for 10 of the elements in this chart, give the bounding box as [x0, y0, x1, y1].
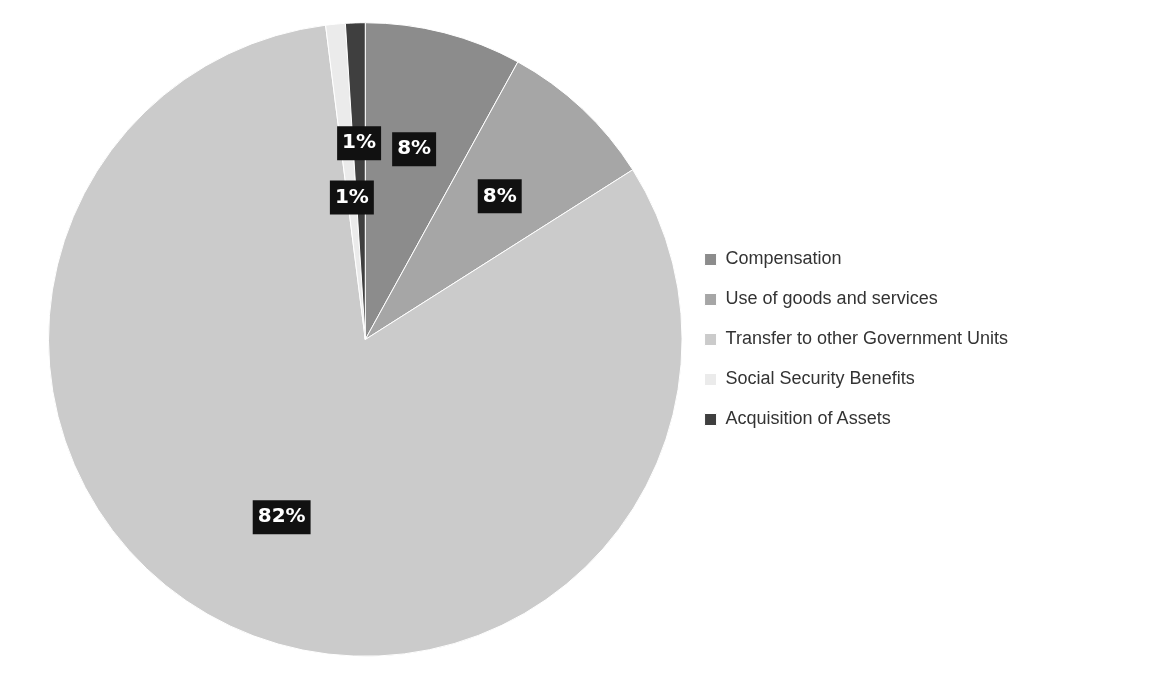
legend-label: Compensation — [725, 248, 842, 269]
legend-label: Social Security Benefits — [725, 368, 915, 389]
legend-label: Acquisition of Assets — [725, 408, 891, 429]
data-label: 1% — [334, 183, 369, 208]
data-label: 8% — [397, 135, 432, 160]
legend-label: Use of goods and services — [725, 288, 938, 309]
data-label: 8% — [482, 182, 517, 207]
legend-label: Transfer to other Government Units — [725, 328, 1009, 349]
data-label: 1% — [342, 129, 377, 154]
data-label: 82% — [257, 503, 306, 528]
